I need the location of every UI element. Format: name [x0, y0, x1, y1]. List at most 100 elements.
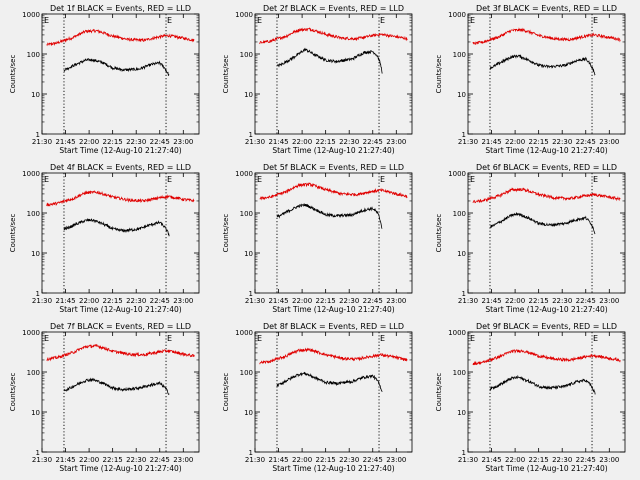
x-tick-label: 22:15 — [529, 297, 549, 305]
events-series-line — [489, 54, 596, 76]
x-tick-label: 23:00 — [599, 297, 619, 305]
x-tick-label: 22:15 — [103, 297, 123, 305]
x-tick-label: 22:30 — [126, 138, 146, 146]
y-tick-label: 1 — [462, 290, 466, 298]
plot-frame — [41, 172, 200, 294]
panel-title: Det 7f BLACK = Events, RED = LLD — [50, 322, 191, 331]
lld-series-line — [472, 349, 621, 366]
y-tick-label: 1 — [462, 131, 466, 139]
x-tick-label: 22:30 — [339, 138, 359, 146]
y-tick-label: 100 — [27, 51, 40, 59]
x-tick-label: 22:30 — [552, 297, 572, 305]
x-tick-label: 21:30 — [458, 456, 478, 464]
corner-label: E — [257, 175, 262, 184]
y-tick-label: 1 — [36, 131, 40, 139]
corner-label: E — [257, 334, 262, 343]
x-tick-label: 22:45 — [576, 138, 596, 146]
y-tick-label: 1000 — [22, 329, 40, 337]
time-marker-label: E — [593, 334, 598, 343]
x-axis-label: Start Time (12-Aug-10 21:27:40) — [59, 146, 181, 155]
y-tick-label: 10 — [244, 250, 253, 258]
y-tick-label: 10 — [31, 409, 40, 417]
panel-det-8: Det 8f BLACK = Events, RED = LLD 21:30 21:… — [222, 322, 413, 473]
panel-det-3: Det 3f BLACK = Events, RED = LLD 21:30 21:… — [435, 4, 626, 155]
events-series-line — [276, 371, 383, 392]
panel-title: Det 4f BLACK = Events, RED = LLD — [50, 163, 191, 172]
x-tick-label: 22:30 — [552, 138, 572, 146]
y-tick-label: 1000 — [448, 11, 466, 19]
y-axis-label: Counts/sec — [222, 214, 230, 253]
x-tick-label: 22:45 — [150, 456, 170, 464]
x-tick-label: 22:15 — [316, 297, 336, 305]
panel-title: Det 9f BLACK = Events, RED = LLD — [476, 322, 617, 331]
x-tick-label: 23:00 — [173, 297, 193, 305]
lld-series-line — [46, 28, 195, 47]
x-axis-label: Start Time (12-Aug-10 21:27:40) — [272, 146, 394, 155]
y-tick-label: 100 — [240, 369, 253, 377]
x-tick-label: 21:30 — [245, 138, 265, 146]
x-tick-label: 21:45 — [481, 297, 501, 305]
plot-frame — [41, 331, 200, 453]
y-axis-label: Counts/sec — [435, 55, 443, 94]
x-tick-label: 23:00 — [173, 456, 193, 464]
x-tick-label: 22:00 — [292, 138, 312, 146]
x-tick-label: 21:45 — [268, 456, 288, 464]
x-tick-label: 22:00 — [505, 297, 525, 305]
x-tick-label: 22:15 — [316, 456, 336, 464]
x-tick-label: 22:00 — [505, 456, 525, 464]
x-tick-label: 22:30 — [126, 456, 146, 464]
x-tick-label: 23:00 — [173, 138, 193, 146]
x-axis-label: Start Time (12-Aug-10 21:27:40) — [485, 464, 607, 473]
y-axis-label: Counts/sec — [222, 55, 230, 94]
lld-series-line — [259, 182, 408, 201]
x-tick-label: 22:00 — [292, 297, 312, 305]
events-series-line — [489, 211, 596, 235]
x-tick-label: 22:45 — [576, 297, 596, 305]
x-tick-label: 22:00 — [79, 138, 99, 146]
plot-frame — [254, 13, 413, 135]
y-tick-label: 1000 — [235, 170, 253, 178]
time-marker-label: E — [167, 334, 172, 343]
y-tick-label: 10 — [457, 409, 466, 417]
x-tick-label: 22:15 — [316, 138, 336, 146]
y-tick-label: 1000 — [448, 170, 466, 178]
x-tick-label: 21:30 — [245, 297, 265, 305]
y-tick-label: 1000 — [448, 329, 466, 337]
panel-title: Det 1f BLACK = Events, RED = LLD — [50, 4, 191, 13]
panel-title: Det 5f BLACK = Events, RED = LLD — [263, 163, 404, 172]
x-tick-label: 22:15 — [529, 138, 549, 146]
y-tick-label: 1 — [249, 290, 253, 298]
corner-label: E — [257, 16, 262, 25]
y-tick-label: 100 — [453, 51, 466, 59]
x-tick-label: 21:30 — [458, 297, 478, 305]
x-tick-label: 21:45 — [268, 297, 288, 305]
x-tick-label: 22:15 — [529, 456, 549, 464]
x-tick-label: 21:30 — [458, 138, 478, 146]
panel-det-6: Det 6f BLACK = Events, RED = LLD 21:30 21:… — [435, 163, 626, 314]
y-tick-label: 1000 — [235, 329, 253, 337]
y-tick-label: 10 — [31, 91, 40, 99]
plot-frame — [254, 331, 413, 453]
x-axis-label: Start Time (12-Aug-10 21:27:40) — [272, 305, 394, 314]
events-series-line — [276, 202, 383, 229]
y-tick-label: 100 — [240, 51, 253, 59]
panel-det-1: Det 1f BLACK = Events, RED = LLD 21:30 21:… — [9, 4, 200, 155]
events-series-line — [489, 374, 596, 395]
panel-det-7: Det 7f BLACK = Events, RED = LLD 21:30 21:… — [9, 322, 200, 473]
y-tick-label: 1 — [36, 449, 40, 457]
x-tick-label: 22:45 — [363, 456, 383, 464]
panel-title: Det 8f BLACK = Events, RED = LLD — [263, 322, 404, 331]
y-tick-label: 10 — [457, 91, 466, 99]
x-tick-label: 22:00 — [292, 456, 312, 464]
events-series-line — [63, 58, 170, 76]
x-axis-label: Start Time (12-Aug-10 21:27:40) — [59, 305, 181, 314]
y-tick-label: 10 — [457, 250, 466, 258]
y-tick-label: 1 — [36, 290, 40, 298]
time-marker-label: E — [380, 16, 385, 25]
plot-frame — [467, 13, 626, 135]
lld-series-line — [46, 189, 195, 207]
y-axis-label: Counts/sec — [9, 373, 17, 412]
plot-frame — [467, 331, 626, 453]
y-axis-label: Counts/sec — [435, 214, 443, 253]
